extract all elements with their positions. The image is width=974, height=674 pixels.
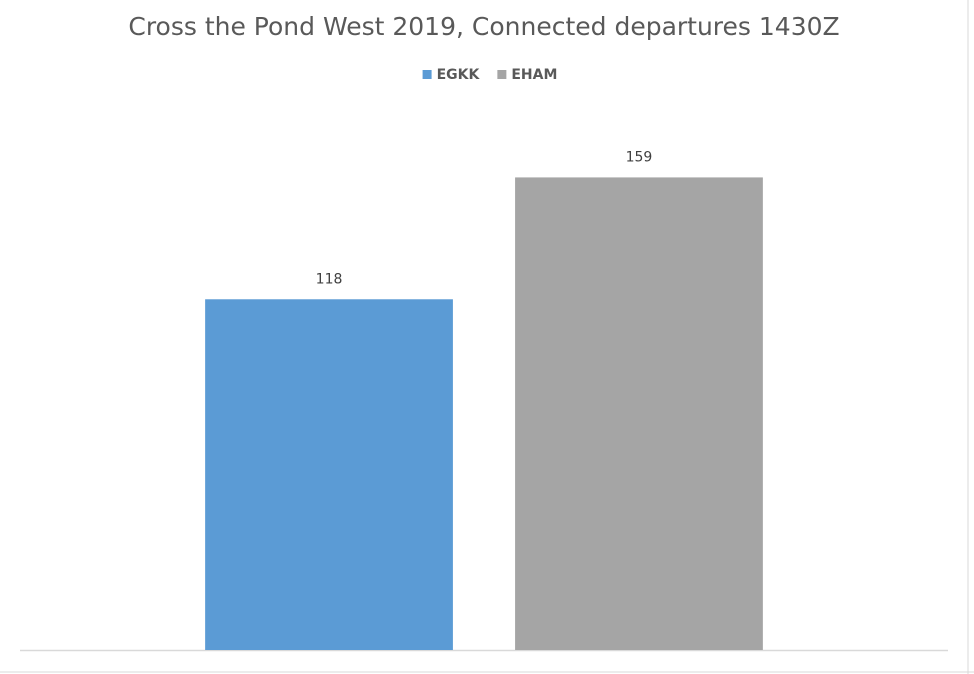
- legend-swatch: [422, 70, 432, 79]
- bar: [205, 299, 453, 650]
- value-label: 118: [316, 271, 343, 287]
- legend-swatch: [497, 70, 507, 79]
- legend-label: EGKK: [437, 67, 481, 83]
- bar: [515, 177, 763, 650]
- chart-title: Cross the Pond West 2019, Connected depa…: [128, 12, 839, 41]
- legend-label: EHAM: [511, 67, 557, 83]
- value-label: 159: [626, 149, 653, 165]
